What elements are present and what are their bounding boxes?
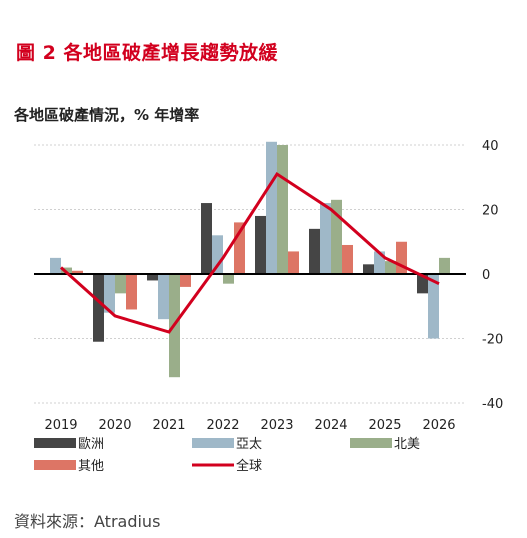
bar [255, 215, 266, 274]
legend-swatch [34, 460, 76, 470]
bar [309, 228, 320, 274]
x-tick-label: 2026 [422, 418, 455, 433]
bar [115, 274, 126, 294]
legend-label: 北美 [394, 437, 420, 452]
x-tick-label: 2025 [368, 418, 401, 433]
legend-label: 歐洲 [78, 437, 104, 452]
x-tick-label: 2023 [260, 418, 293, 433]
legend-label: 全球 [236, 458, 262, 474]
bar [288, 251, 299, 274]
y-tick-label: 0 [482, 268, 490, 283]
bar [104, 274, 115, 313]
bar [320, 203, 331, 274]
bar [417, 274, 428, 294]
bar [72, 270, 83, 274]
bar [50, 257, 61, 274]
bar [93, 274, 104, 342]
x-tick-label: 2021 [152, 418, 185, 433]
y-tick-label: -40 [482, 397, 503, 412]
bar [396, 241, 407, 274]
bar [363, 264, 374, 274]
bar [266, 141, 277, 274]
bar [331, 199, 342, 274]
bar [385, 261, 396, 274]
bar [212, 235, 223, 274]
bar [374, 251, 385, 274]
legend-label: 其他 [78, 459, 104, 474]
chart-title: 各地區破產情況，% 年增率 [14, 106, 200, 124]
y-tick-label: 40 [482, 139, 499, 154]
legend-swatch [350, 438, 392, 448]
bar [126, 274, 137, 310]
bar [147, 274, 158, 281]
bar [439, 257, 450, 274]
legend-swatch [192, 438, 234, 448]
y-tick-label: -20 [482, 333, 503, 348]
bar [223, 274, 234, 284]
bar [201, 203, 212, 274]
bar [180, 274, 191, 287]
x-tick-label: 2022 [206, 418, 239, 433]
bar [342, 244, 353, 274]
x-tick-label: 2019 [44, 418, 77, 433]
x-tick-label: 2020 [98, 418, 131, 433]
series-line-global [59, 171, 440, 334]
figure-title: 圖 2 各地區破產增長趨勢放緩 [16, 42, 278, 64]
bar [158, 274, 169, 320]
legend-label: 亞太 [236, 437, 262, 452]
source-note: 資料來源：Atradius [14, 512, 161, 531]
bar [428, 274, 439, 339]
legend-swatch [34, 438, 76, 448]
y-tick-label: 20 [482, 204, 499, 219]
x-tick-label: 2024 [314, 418, 347, 433]
bar [234, 222, 245, 274]
bar [277, 145, 288, 274]
